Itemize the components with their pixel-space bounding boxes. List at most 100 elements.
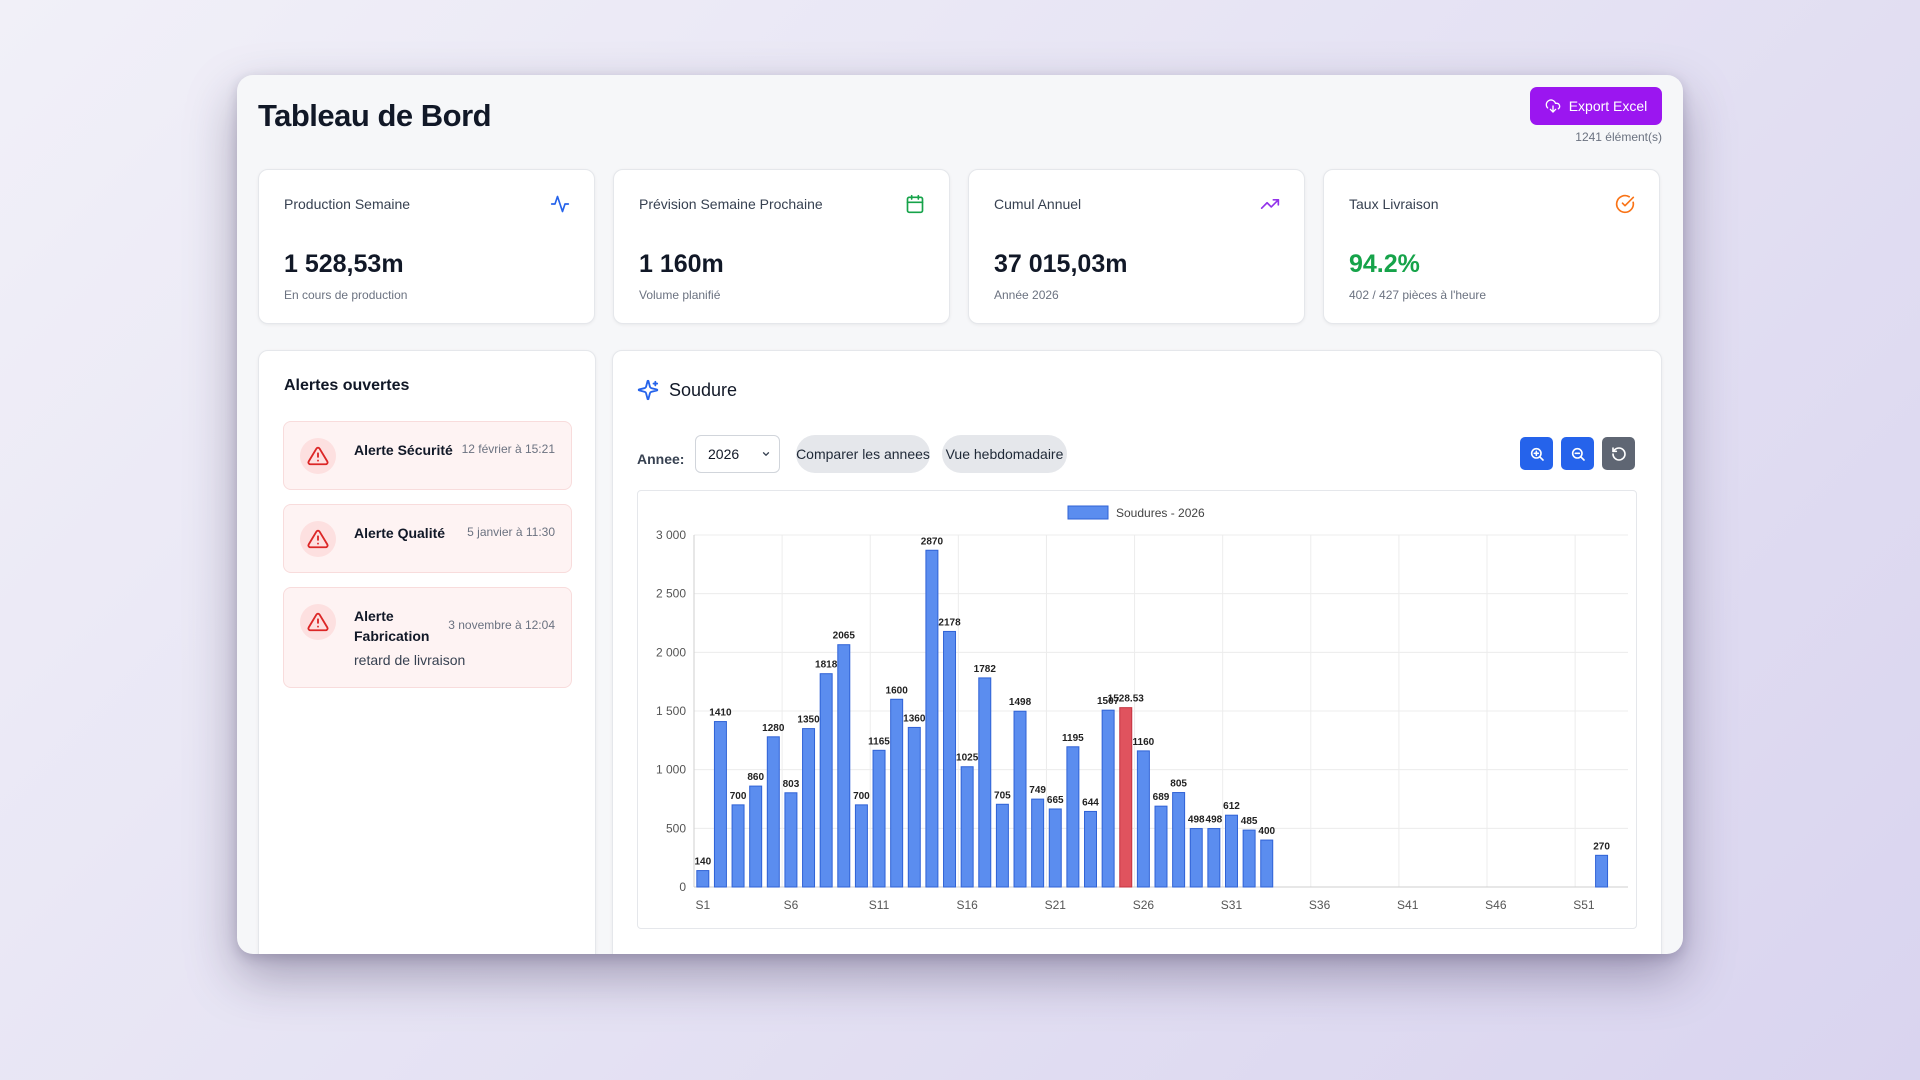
bar — [837, 644, 851, 888]
x-tick-label: S1 — [695, 898, 710, 912]
legend-swatch — [1067, 505, 1109, 520]
bar — [890, 698, 904, 888]
stat-title: Cumul Annuel — [994, 196, 1082, 212]
bar — [1101, 709, 1115, 888]
y-tick-label: 1 000 — [656, 763, 686, 777]
chart-title: Soudure — [669, 379, 738, 400]
zoom-out-icon — [1571, 447, 1585, 461]
stat-title: Taux Livraison — [1349, 196, 1439, 212]
data-label: 689 — [1153, 792, 1170, 803]
warning-icon — [300, 521, 336, 557]
x-tick-label: S26 — [1133, 898, 1155, 912]
stat-card-annual: Cumul Annuel 37 015,03m Année 2026 — [968, 169, 1305, 324]
x-tick-label: S16 — [956, 898, 978, 912]
data-label: 749 — [1029, 785, 1046, 796]
bar — [1066, 746, 1080, 888]
trending-up-icon — [1260, 199, 1280, 209]
cloud-download-icon — [1545, 99, 1560, 113]
page-title: Tableau de Bord — [258, 98, 492, 133]
data-label: 2065 — [833, 631, 856, 642]
compare-years-button[interactable]: Comparer les annees — [796, 435, 930, 473]
data-label: 644 — [1082, 797, 1099, 808]
zoom-in-icon — [1530, 447, 1544, 461]
weekly-view-button[interactable]: Vue hebdomadaire — [942, 435, 1067, 473]
data-label: 2178 — [938, 617, 961, 628]
bar — [1207, 828, 1221, 888]
data-label: 1350 — [797, 715, 820, 726]
chart-header: Soudure — [637, 379, 737, 401]
warning-icon — [300, 438, 336, 474]
element-count: 1241 élément(s) — [1575, 130, 1662, 144]
bar — [854, 804, 868, 888]
alert-time: 12 février à 15:21 — [461, 442, 555, 456]
alerts-title: Alertes ouvertes — [284, 377, 410, 394]
zoom-out-button[interactable] — [1561, 437, 1594, 470]
bar — [1172, 792, 1186, 888]
stat-value: 94.2% — [1349, 250, 1420, 278]
x-tick-label: S6 — [784, 898, 799, 912]
data-label: 498 — [1188, 815, 1205, 826]
data-label: 1160 — [1133, 737, 1155, 748]
data-label: 1498 — [1009, 697, 1032, 708]
sparkles-icon — [637, 379, 659, 401]
stat-card-forecast: Prévision Semaine Prochaine 1 160m Volum… — [613, 169, 950, 324]
alert-item[interactable]: Alerte Fabrication 3 novembre à 12:04 re… — [283, 587, 572, 688]
zoom-in-button[interactable] — [1520, 437, 1553, 470]
data-label: 498 — [1206, 815, 1223, 826]
stat-value: 1 528,53m — [284, 250, 404, 278]
stat-title: Production Semaine — [284, 196, 411, 212]
x-tick-label: S11 — [869, 898, 890, 912]
year-value: 2026 — [708, 446, 740, 462]
stat-subtitle: Année 2026 — [994, 288, 1059, 302]
data-label: 860 — [747, 772, 764, 783]
bar-chart[interactable]: 0 500 1 000 1 500 2 000 2 500 3 000 S1 S6 S11 S16 S… — [637, 490, 1637, 929]
y-tick-label: 500 — [666, 821, 686, 835]
stat-subtitle: En cours de production — [284, 288, 408, 302]
check-circle-icon — [1615, 194, 1635, 214]
data-label: 270 — [1593, 841, 1610, 852]
bar — [1013, 710, 1027, 888]
chart-svg: 0 500 1 000 1 500 2 000 2 500 3 000 S1 S6 S11 S16 S… — [656, 505, 1628, 912]
alert-name: Alerte Fabrication — [354, 608, 430, 644]
year-label: Annee: — [637, 451, 685, 467]
year-select[interactable]: 2026 — [695, 435, 780, 473]
bar — [819, 673, 833, 888]
bar — [995, 803, 1009, 888]
activity-icon — [550, 195, 570, 213]
alert-name: Alerte Qualité — [354, 525, 446, 541]
data-label: 1025 — [956, 753, 979, 764]
stat-card-delivery: Taux Livraison 94.2% 402 / 427 pièces à … — [1323, 169, 1660, 324]
dashboard-window: Tableau de Bord Export Excel 1241 élémen… — [237, 75, 1683, 954]
data-label: 2870 — [921, 536, 944, 547]
alert-item[interactable]: Alerte Qualité 5 janvier à 11:30 — [283, 504, 572, 573]
stat-value: 1 160m — [639, 250, 724, 278]
bar — [960, 766, 974, 888]
alert-item[interactable]: Alerte Sécurité 12 février à 15:21 — [283, 421, 572, 490]
data-label: 1600 — [886, 685, 909, 696]
data-label: 700 — [730, 791, 747, 802]
bar — [943, 630, 957, 888]
bar — [749, 785, 763, 888]
bar — [1136, 750, 1150, 888]
data-label: 1165 — [868, 736, 890, 747]
alert-time: 3 novembre à 12:04 — [448, 618, 555, 632]
y-tick-label: 3 000 — [656, 528, 686, 542]
bar — [978, 677, 992, 888]
x-tick-label: S36 — [1309, 898, 1331, 912]
data-label: 140 — [694, 857, 711, 868]
data-label: 700 — [853, 791, 870, 802]
x-tick-label: S41 — [1397, 898, 1419, 912]
stat-card-production: Production Semaine 1 528,53m En cours de… — [258, 169, 595, 324]
data-label: 1782 — [974, 664, 997, 675]
warning-icon — [300, 604, 336, 640]
reset-icon — [1611, 446, 1626, 461]
export-excel-button[interactable]: Export Excel — [1530, 87, 1662, 125]
bar — [731, 804, 745, 888]
reset-zoom-button[interactable] — [1602, 437, 1635, 470]
y-tick-label: 2 000 — [656, 645, 686, 659]
export-label: Export Excel — [1568, 98, 1648, 114]
bar — [784, 792, 798, 888]
alert-description: retard de livraison — [354, 652, 466, 668]
bar — [872, 749, 886, 888]
bar — [1595, 854, 1609, 888]
